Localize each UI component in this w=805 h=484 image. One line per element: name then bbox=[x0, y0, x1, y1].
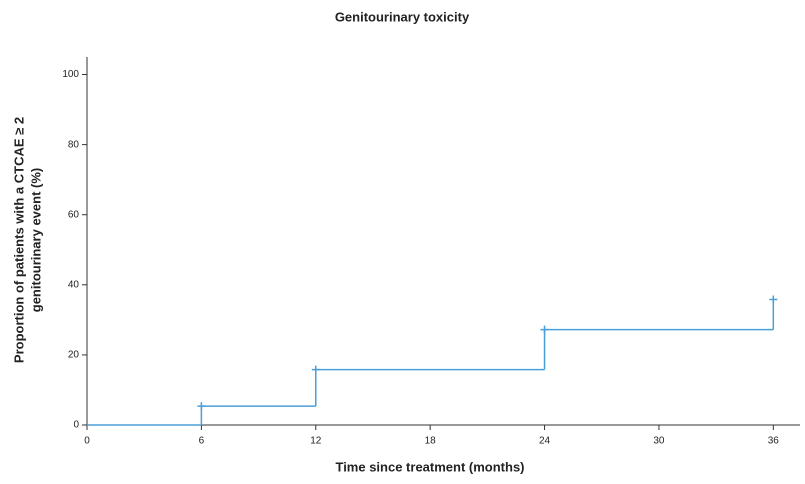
y-tick-label: 20 bbox=[68, 350, 80, 361]
x-tick-label: 0 bbox=[84, 436, 90, 447]
x-tick-label: 6 bbox=[199, 436, 205, 447]
censor-mark bbox=[311, 365, 320, 374]
censor-mark bbox=[197, 402, 206, 411]
y-tick-label: 60 bbox=[68, 209, 80, 220]
x-tick-label: 12 bbox=[310, 436, 322, 447]
chart-title: Genitourinary toxicity bbox=[335, 9, 470, 24]
x-axis-label: Time since treatment (months) bbox=[335, 459, 524, 474]
censor-mark bbox=[769, 295, 778, 304]
y-axis-label: Proportion of patients with a CTCAE ≥ 2 bbox=[11, 117, 26, 363]
y-tick-label: 40 bbox=[68, 279, 80, 290]
y-tick-label: 0 bbox=[73, 420, 79, 431]
x-tick-label: 18 bbox=[425, 436, 437, 447]
x-tick-label: 36 bbox=[768, 436, 780, 447]
x-tick-label: 30 bbox=[653, 436, 665, 447]
y-tick-label: 80 bbox=[68, 139, 80, 150]
censor-mark bbox=[540, 325, 549, 334]
x-tick-label: 24 bbox=[539, 436, 551, 447]
y-axis-label: genitourinary event (%) bbox=[28, 168, 43, 312]
y-tick-label: 100 bbox=[62, 69, 79, 80]
